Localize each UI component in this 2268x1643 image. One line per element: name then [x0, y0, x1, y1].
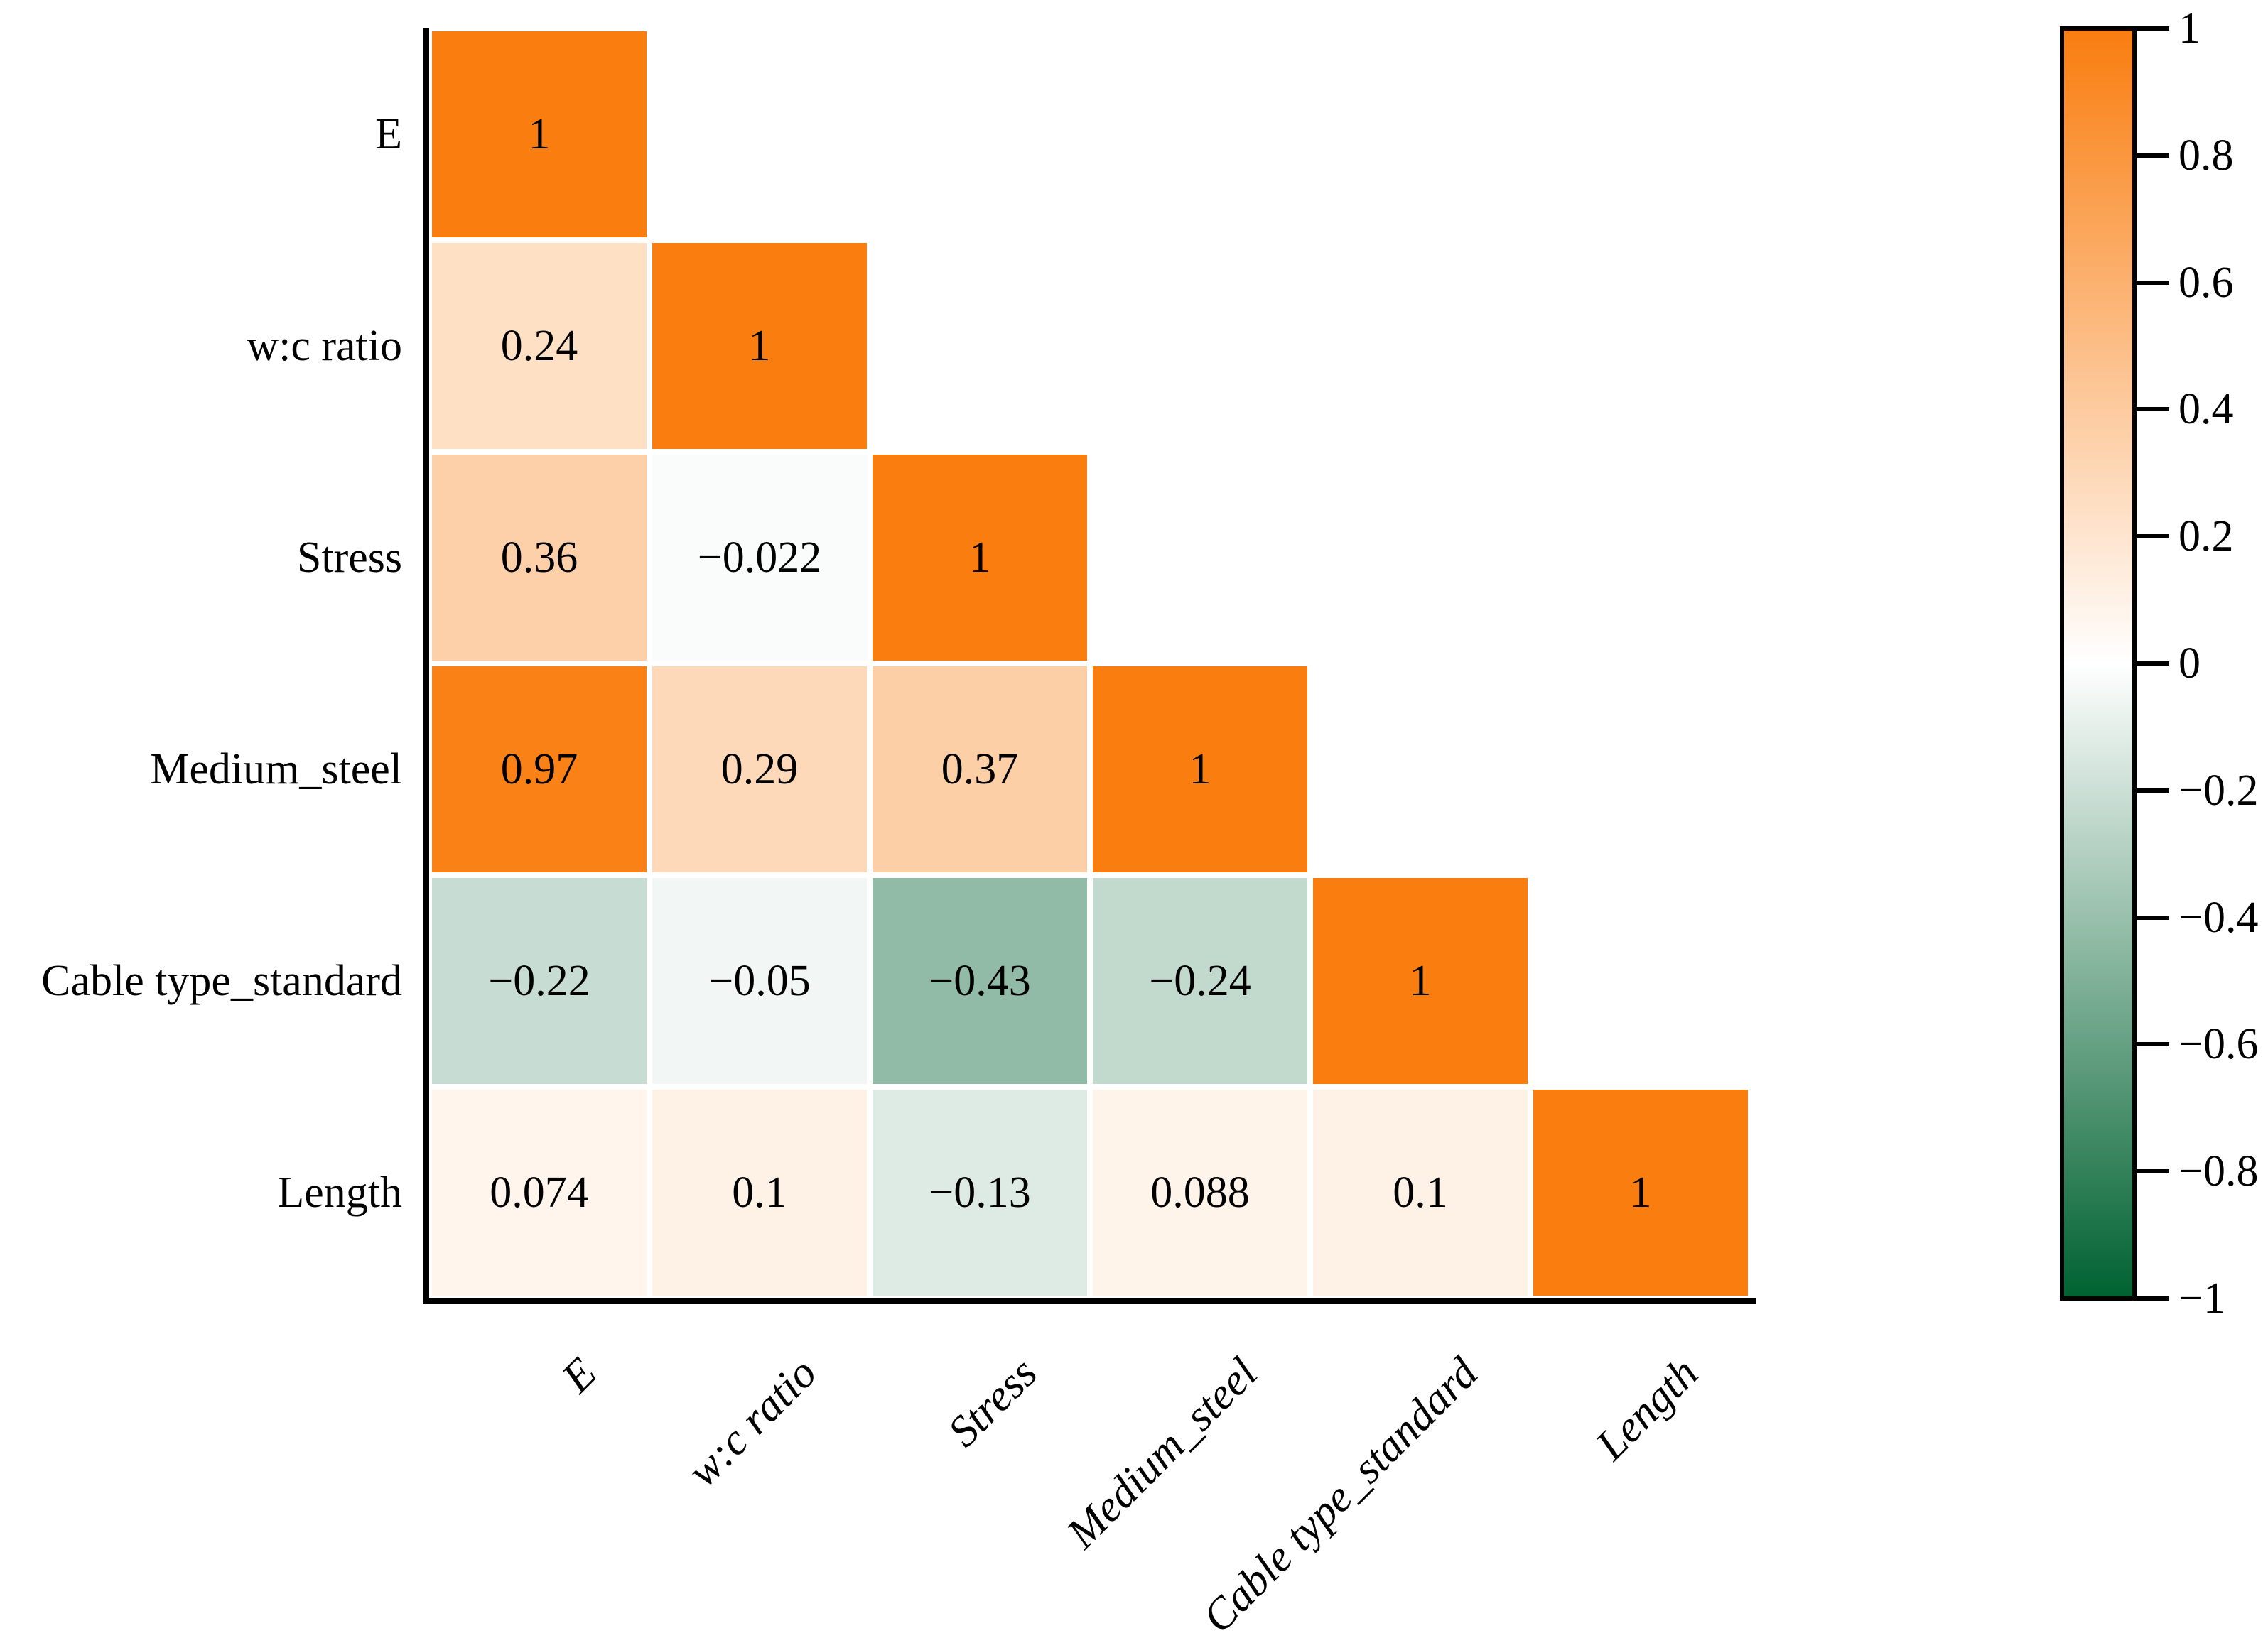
colorbar-tick-label: −0.8: [2178, 1146, 2259, 1195]
colorbar-tick-label: −0.2: [2178, 766, 2259, 815]
colorbar-tick: [2137, 153, 2169, 158]
colorbar-tick-label: 0: [2178, 639, 2200, 688]
heatmap-cell: 0.29: [649, 663, 870, 875]
heatmap-cell: 1: [429, 28, 649, 240]
colorbar-tick-label: 0.4: [2178, 384, 2234, 433]
y-axis-label: Cable type_standard: [41, 956, 402, 1005]
y-axis-label: E: [375, 109, 402, 158]
colorbar-tick-label: 1: [2178, 4, 2200, 53]
x-axis-label: Medium_steel: [1057, 1348, 1267, 1558]
heatmap-cell: −0.22: [429, 875, 649, 1087]
colorbar-tick: [2137, 916, 2169, 920]
colorbar-tick: [2137, 534, 2169, 538]
colorbar-tick: [2137, 1042, 2169, 1046]
colorbar-tick-label: −0.4: [2178, 893, 2259, 942]
colorbar-tick: [2137, 661, 2169, 666]
colorbar-tick-label: 0.6: [2178, 258, 2234, 307]
heatmap-cell: −0.022: [649, 452, 870, 663]
heatmap-cell: −0.13: [870, 1087, 1090, 1298]
colorbar: [2060, 26, 2137, 1301]
colorbar-tick-label: −0.6: [2178, 1019, 2259, 1068]
colorbar-tick: [2137, 281, 2169, 285]
heatmap-cell: 0.24: [429, 240, 649, 452]
colorbar-tick: [2137, 26, 2169, 31]
colorbar-tick: [2137, 788, 2169, 793]
colorbar-tick: [2137, 1296, 2169, 1301]
colorbar-tick: [2137, 407, 2169, 411]
heatmap-cell: −0.24: [1090, 875, 1310, 1087]
heatmap-cell: −0.43: [870, 875, 1090, 1087]
heatmap-cell: 0.074: [429, 1087, 649, 1298]
colorbar-gradient: [2064, 31, 2132, 1296]
heatmap-cell: 1: [870, 452, 1090, 663]
x-axis-label: w:c ratio: [679, 1348, 826, 1497]
heatmap-cell: 0.97: [429, 663, 649, 875]
heatmap-cell: 1: [1090, 663, 1310, 875]
x-axis-label: Length: [1586, 1348, 1707, 1470]
x-axis-line: [423, 1298, 1756, 1304]
heatmap-cell: 1: [1310, 875, 1530, 1087]
x-axis-label: E: [552, 1348, 606, 1402]
colorbar-tick-label: 0.2: [2178, 511, 2234, 560]
heatmap-cell: 1: [649, 240, 870, 452]
x-axis-label: Stress: [939, 1348, 1047, 1456]
heatmap-cell: 0.1: [649, 1087, 870, 1298]
y-axis-label: Medium_steel: [150, 744, 402, 793]
heatmap-cell: 0.37: [870, 663, 1090, 875]
y-axis-label: w:c ratio: [247, 321, 402, 370]
y-axis-label: Length: [277, 1168, 402, 1217]
heatmap-cell: 0.088: [1090, 1087, 1310, 1298]
colorbar-tick: [2137, 1169, 2169, 1173]
y-axis-label: Stress: [296, 533, 402, 582]
colorbar-tick-label: 0.8: [2178, 131, 2234, 180]
heatmap-cell: 1: [1530, 1087, 1751, 1298]
heatmap-cell: 0.36: [429, 452, 649, 663]
y-axis-line: [423, 28, 429, 1304]
colorbar-tick-label: −1: [2178, 1274, 2225, 1323]
heatmap-cell: 0.1: [1310, 1087, 1530, 1298]
heatmap-cell: −0.05: [649, 875, 870, 1087]
